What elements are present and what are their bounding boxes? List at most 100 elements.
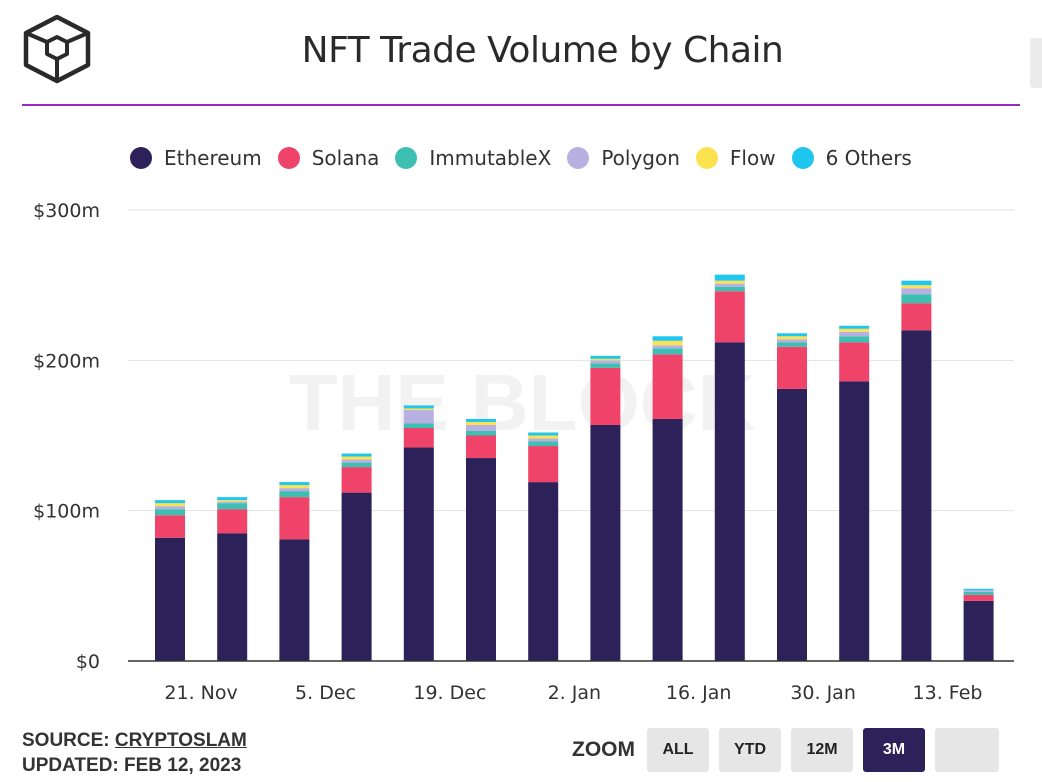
source-label: SOURCE: [22,730,110,751]
bar-segment-ethereum[interactable] [901,330,932,661]
bar-segment-solana[interactable] [466,435,496,459]
zoom-3m-button[interactable]: 3M [863,728,925,772]
bar-segment-solana[interactable] [652,354,683,419]
bar-segment-immutablex[interactable] [714,286,745,292]
bar-segment-ethereum[interactable] [403,447,434,661]
bar-segment-immutablex[interactable] [279,491,310,498]
bar-segment-6-others[interactable] [963,588,994,591]
bar-segment-immutablex[interactable] [901,294,932,304]
bar-segment-polygon[interactable] [777,339,807,343]
bar-segment-ethereum[interactable] [714,342,745,661]
bar-segment-6-others[interactable] [839,325,870,329]
zoom-12m-button[interactable]: 12M [791,728,853,772]
side-handle[interactable] [1030,38,1042,88]
bar-segment-polygon[interactable] [466,424,496,431]
bar-segment-6-others[interactable] [528,432,559,436]
bar-segment-flow[interactable] [839,328,870,332]
bar-segment-polygon[interactable] [528,438,559,442]
bar-segment-flow[interactable] [901,285,932,289]
bar-segment-flow[interactable] [652,340,683,346]
bar-segment-immutablex[interactable] [777,342,807,347]
bar-segment-immutablex[interactable] [155,509,185,516]
bar-segment-solana[interactable] [528,446,559,483]
bar-segment-solana[interactable] [217,509,248,534]
bar-segment-immutablex[interactable] [341,462,372,468]
legend-item-6-others[interactable]: 6 Others [791,146,912,170]
bar-segment-6-others[interactable] [217,497,248,501]
bar-segment-flow[interactable] [279,485,310,489]
bar-segment-polygon[interactable] [714,283,745,287]
bar-segment-solana[interactable] [403,427,434,448]
bar-segment-flow[interactable] [341,456,372,460]
bar-segment-6-others[interactable] [590,355,621,359]
zoom-all-button[interactable]: ALL [647,728,709,772]
bar-segment-flow[interactable] [777,336,807,340]
bar-segment-immutablex[interactable] [403,423,434,428]
zoom-ytd-button[interactable]: YTD [719,728,781,772]
bar-segment-immutablex[interactable] [652,348,683,355]
bar-segment-6-others[interactable] [155,500,185,504]
zoom-extra-button[interactable] [935,728,999,772]
bar-segment-flow[interactable] [217,500,248,502]
bar-segment-6-others[interactable] [403,405,434,409]
zoom-label: ZOOM [572,738,635,761]
bar-segment-polygon[interactable] [279,488,310,492]
bar-segment-ethereum[interactable] [652,418,683,661]
bar-segment-ethereum[interactable] [341,492,372,661]
bar-segment-polygon[interactable] [403,409,434,424]
bar-segment-flow[interactable] [528,435,559,439]
bar-segment-immutablex[interactable] [466,430,496,436]
legend-item-polygon[interactable]: Polygon [567,146,680,170]
bar-segment-immutablex[interactable] [217,503,248,510]
bar-segment-flow[interactable] [714,280,745,284]
bar-segment-6-others[interactable] [466,418,496,422]
bar-segment-polygon[interactable] [901,288,932,295]
bar-segment-immutablex[interactable] [839,336,870,343]
bar-segment-immutablex[interactable] [528,441,559,447]
bar-segment-6-others[interactable] [279,482,310,486]
bar-segment-solana[interactable] [590,367,621,425]
bar-segment-ethereum[interactable] [590,424,621,661]
bar-segment-polygon[interactable] [155,506,185,510]
bar-segment-solana[interactable] [963,594,994,601]
bar-segment-ethereum[interactable] [217,533,248,661]
bar-segment-flow[interactable] [466,421,496,425]
bar-segment-flow[interactable] [403,408,434,410]
y-tick-label: $300m [33,200,100,222]
bar-segment-polygon[interactable] [590,360,621,364]
bar-segment-solana[interactable] [714,291,745,343]
bar-segment-6-others[interactable] [652,336,683,341]
legend-label: Polygon [601,146,680,170]
bar-segment-polygon[interactable] [217,501,248,504]
bar-segment-solana[interactable] [839,342,870,382]
bar-segment-ethereum[interactable] [963,600,994,661]
bar-segment-immutablex[interactable] [963,591,994,595]
legend-item-ethereum[interactable]: Ethereum [130,146,262,170]
bar-segment-flow[interactable] [155,503,185,507]
bar-segment-6-others[interactable] [341,453,372,457]
bar-segment-ethereum[interactable] [528,482,559,661]
legend-item-immutablex[interactable]: ImmutableX [395,146,551,170]
bar-segment-immutablex[interactable] [590,363,621,368]
bar-segment-6-others[interactable] [901,280,932,286]
bar-segment-solana[interactable] [155,515,185,538]
bar-segment-ethereum[interactable] [777,388,807,661]
bar-segment-ethereum[interactable] [155,537,185,661]
bar-segment-ethereum[interactable] [839,381,870,661]
bar-segment-ethereum[interactable] [466,458,496,661]
bar-segment-polygon[interactable] [839,331,870,337]
legend-item-flow[interactable]: Flow [695,146,776,170]
bar-segment-flow[interactable] [590,358,621,361]
bar-segment-6-others[interactable] [777,333,807,337]
bar-segment-6-others[interactable] [714,274,745,281]
source-link[interactable]: CRYPTOSLAM [114,730,247,751]
bar-segment-polygon[interactable] [652,345,683,349]
bar-segment-polygon[interactable] [963,590,994,592]
bar-segment-solana[interactable] [341,467,372,493]
bar-segment-solana[interactable] [901,303,932,331]
bar-segment-solana[interactable] [777,346,807,389]
bar-segment-solana[interactable] [279,497,310,540]
bar-segment-ethereum[interactable] [279,539,310,661]
legend-item-solana[interactable]: Solana [277,146,379,170]
bar-segment-polygon[interactable] [341,459,372,463]
